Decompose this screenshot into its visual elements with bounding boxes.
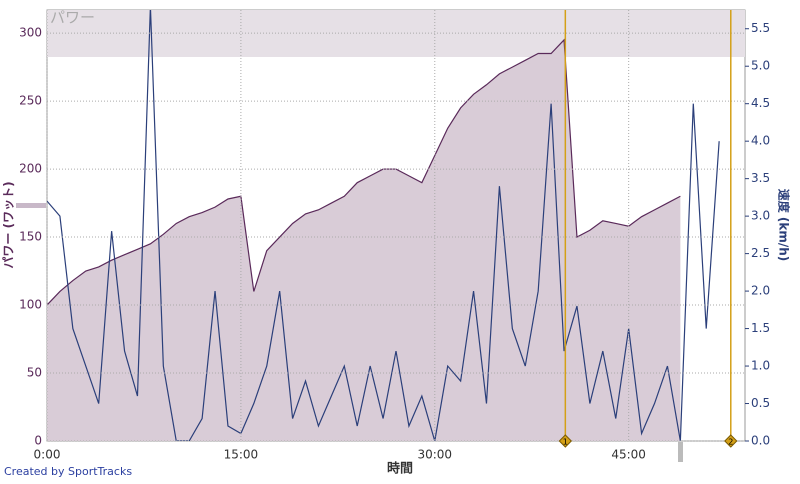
x-tick-label: 15:00 — [224, 448, 259, 462]
y-tick-label: 100 — [19, 298, 42, 312]
power-area — [47, 39, 681, 441]
y-tick-label: 0 — [34, 434, 42, 448]
plot-content — [47, 10, 720, 441]
x-tick-label: 0:00 — [34, 448, 61, 462]
credit: Created by SportTracks — [4, 465, 132, 478]
speed-line — [47, 10, 720, 441]
power-line — [47, 38, 681, 306]
lap-diamond — [724, 434, 738, 448]
x-tick-label: 30:00 — [417, 448, 452, 462]
y2-tick-label: 4.5 — [751, 96, 770, 110]
y2-tick-label: 2.0 — [751, 284, 770, 298]
y2-tick-label: 1.0 — [751, 359, 770, 373]
y2-tick-label: 5.5 — [751, 21, 770, 35]
y2-tick-label: 3.5 — [751, 171, 770, 185]
bottom-handle — [678, 442, 683, 462]
lap-label: 2 — [728, 438, 733, 447]
y2-axis-label: 速度 (km/h) — [777, 189, 792, 262]
lap-diamond — [558, 434, 573, 448]
lap-label: 1 — [563, 438, 568, 447]
y2-tick-label: 4.0 — [751, 134, 770, 148]
y2-tick-label: 0.5 — [751, 396, 770, 410]
legend-label: パワー — [50, 9, 95, 27]
y-tick-label: 300 — [19, 26, 42, 40]
y2-tick-label: 3.0 — [751, 209, 770, 223]
y-tick-label: 50 — [27, 366, 42, 380]
x-axis-label: 時間 — [387, 461, 413, 477]
y2-tick-label: 1.5 — [751, 321, 770, 335]
y2-tick-label: 0.0 — [751, 434, 770, 448]
left-handle — [16, 203, 46, 208]
y-axis-label: パワー (ワット) — [2, 181, 16, 268]
y-tick-label: 250 — [19, 94, 42, 108]
y2-tick-label: 2.5 — [751, 246, 770, 260]
y-tick-label: 200 — [19, 162, 42, 176]
y-tick-label: 150 — [19, 230, 42, 244]
y2-tick-label: 5.0 — [751, 59, 770, 73]
x-tick-label: 45:00 — [611, 448, 646, 462]
